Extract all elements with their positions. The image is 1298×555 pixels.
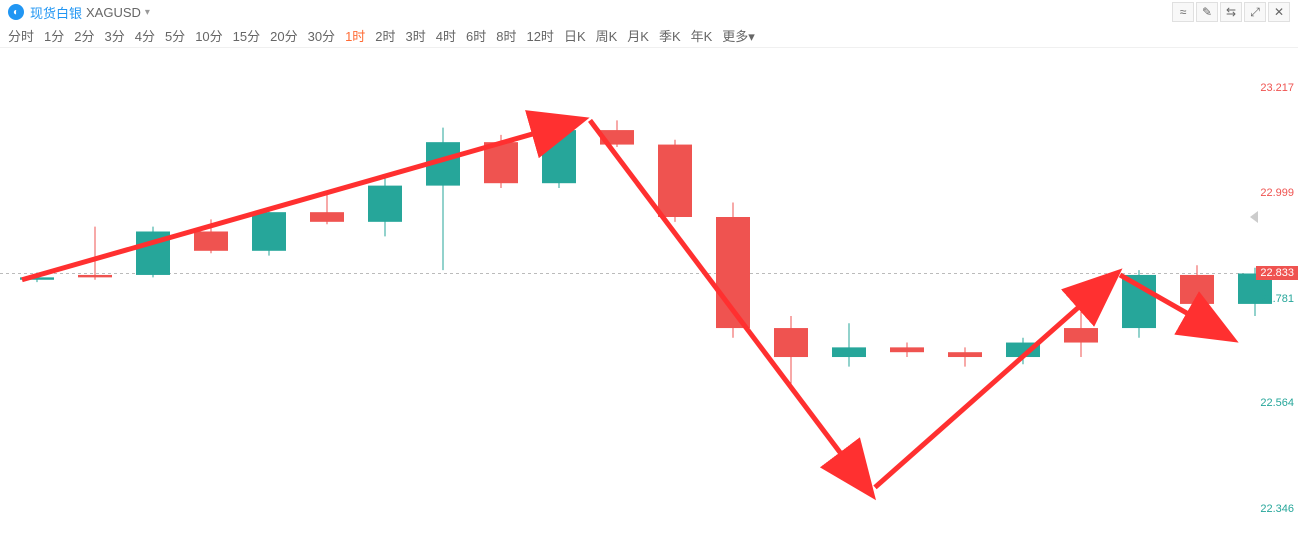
timeframe-分时[interactable]: 分时 <box>8 26 34 45</box>
timeframe-1时[interactable]: 1时 <box>345 26 365 45</box>
timeframe-8时[interactable]: 8时 <box>496 26 516 45</box>
timeframe-1分[interactable]: 1分 <box>44 26 64 45</box>
scroll-indicator-icon <box>1250 211 1258 223</box>
candlestick-chart <box>0 48 1298 555</box>
timeframe-2分[interactable]: 2分 <box>74 26 94 45</box>
timeframe-12时[interactable]: 12时 <box>526 26 553 45</box>
timeframe-2时[interactable]: 2时 <box>375 26 395 45</box>
current-price-tag: 22.833 <box>1256 266 1298 280</box>
timeframe-周K[interactable]: 周K <box>596 26 618 45</box>
timeframe-季K[interactable]: 季K <box>659 26 681 45</box>
timeframe-4时[interactable]: 4时 <box>436 26 456 45</box>
timeframe-更多▾[interactable]: 更多▾ <box>722 26 755 45</box>
y-tick-label: 22.999 <box>1260 187 1294 199</box>
y-tick-label: 22.781 <box>1260 293 1294 305</box>
indicator-icon[interactable]: ≈ <box>1172 2 1194 22</box>
timeframe-5分[interactable]: 5分 <box>165 26 185 45</box>
timeframe-月K[interactable]: 月K <box>627 26 649 45</box>
chart-area[interactable]: 23.217 22.999 22.781 22.564 22.346 22.833 <box>0 48 1298 555</box>
timeframe-3时[interactable]: 3时 <box>406 26 426 45</box>
chevron-down-icon[interactable]: ▾ <box>145 7 150 18</box>
y-tick-label: 22.346 <box>1260 503 1294 515</box>
compare-icon[interactable]: ⇆ <box>1220 2 1242 22</box>
fullscreen-icon[interactable]: ⤢ <box>1244 2 1266 22</box>
toolbar-right: ≈✎⇆⤢✕ <box>1172 2 1290 22</box>
timeframe-6时[interactable]: 6时 <box>466 26 486 45</box>
timeframe-10分[interactable]: 10分 <box>195 26 222 45</box>
close-icon[interactable]: ✕ <box>1268 2 1290 22</box>
instrument-symbol: XAGUSD <box>86 5 141 20</box>
y-tick-label: 23.217 <box>1260 82 1294 94</box>
timeframe-20分[interactable]: 20分 <box>270 26 297 45</box>
timeframe-4分[interactable]: 4分 <box>135 26 155 45</box>
timeframe-bar: 分时 1分 2分 3分 4分 5分 10分 15分 20分 30分 1时 2时 3时 4时 6时 8时 12时日… <box>0 24 1298 48</box>
timeframe-15分[interactable]: 15分 <box>233 26 260 45</box>
y-tick-label: 22.564 <box>1260 397 1294 409</box>
timeframe-日K[interactable]: 日K <box>564 26 586 45</box>
chart-header: ◐ 现货白银 XAGUSD ▾ <box>0 0 1298 24</box>
timeframe-30分[interactable]: 30分 <box>308 26 335 45</box>
timeframe-3分[interactable]: 3分 <box>104 26 124 45</box>
logo-icon: ◐ <box>8 4 24 20</box>
edit-icon[interactable]: ✎ <box>1196 2 1218 22</box>
instrument-title: 现货白银 <box>30 3 82 22</box>
y-axis: 23.217 22.999 22.781 22.564 22.346 22.833 <box>1248 48 1298 555</box>
timeframe-年K[interactable]: 年K <box>691 26 713 45</box>
